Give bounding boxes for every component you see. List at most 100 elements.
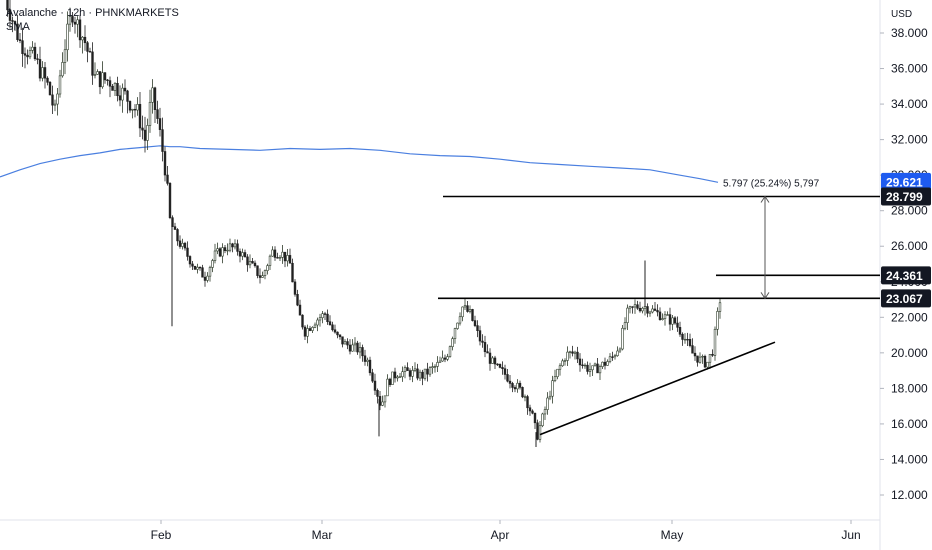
candle-body [278,257,282,259]
price-tag-label: 23.067 [886,292,923,306]
candle-body [361,347,364,357]
candle-body [463,305,467,308]
candle-body [36,58,39,60]
candle-body [566,351,569,361]
candle-body [658,311,662,320]
candle-body [256,265,259,276]
candle-body [443,357,447,360]
candle-body [441,357,444,362]
x-tick-label: May [661,528,684,542]
candle-body [218,248,222,257]
y-tick-label: 32.000 [891,133,928,147]
candle-body [281,251,284,258]
candle-body [173,226,177,230]
candle-body [58,75,62,95]
candle-body [71,16,74,23]
candle-body [576,351,579,360]
candle-body [371,372,374,382]
candle-body [681,333,684,340]
candle-body [486,351,489,354]
candle-body [381,401,384,406]
candle-body [21,40,24,54]
candle-body [303,326,307,337]
candle-body [613,355,617,358]
ascending-trendline [539,341,776,436]
candle-body [536,422,539,440]
candle-body [206,275,209,281]
candle-body [128,101,132,111]
price-tag-box [881,187,931,206]
candle-body [338,334,342,338]
candle-body [468,309,472,312]
candle-body [46,77,49,83]
candle-body [298,304,302,316]
candle-body [568,351,572,353]
candle-body [648,311,652,314]
candle-body [151,87,154,103]
candle-body [308,328,312,331]
candle-body [208,267,212,277]
candle-body [623,322,627,329]
candle-body [386,378,389,397]
symbol-title[interactable]: Avalanche · 12h · PHNKMARKETS [6,7,179,19]
y-tick-label: 18.000 [891,381,928,395]
candle-body [573,351,577,354]
candle-body [271,249,274,257]
candle-body [643,306,647,309]
candle-body [653,308,657,311]
price-tag-box [881,266,931,285]
candle-body [161,129,164,152]
candle-body [306,328,309,337]
candle-body [663,314,667,319]
candle-body [426,368,429,375]
y-tick-label: 22.000 [891,310,928,324]
candle-body [228,243,232,251]
candle-body [356,342,359,353]
candle-body [511,383,514,388]
candle-body [51,94,54,106]
measure-arrow-head-top [760,195,770,203]
candle-body [428,367,432,375]
indicator-label[interactable]: SMA [6,21,30,33]
price-tag: 29.621 [881,172,931,191]
candle-body [131,108,134,111]
candle-body [273,249,277,258]
candle-body [341,336,344,345]
y-tick-label: 28.000 [891,204,928,218]
candle-body [6,0,9,11]
price-tag-label: 24.361 [886,269,923,283]
price-tag-box [881,289,931,308]
candle-body [301,314,304,328]
candle-body [48,81,52,96]
candle-body [331,324,334,331]
candle-body [391,371,394,385]
candle-body [98,71,102,88]
candle-body [466,305,469,312]
candle-body [398,376,402,378]
candle-body [26,54,29,58]
candle-body [146,125,149,141]
candle-body [396,376,399,379]
candle-body [698,356,702,363]
candle-body [651,308,654,313]
candle-body [223,247,227,251]
candle-body [543,409,547,415]
candle-body [136,104,139,111]
candle-body [608,356,612,362]
candle-body [61,62,64,77]
candle-body [113,82,117,91]
candle-body [496,363,499,366]
candle-body [588,369,592,372]
candle-body [556,368,559,378]
candle-body [713,328,717,356]
candle-body [16,23,19,40]
candle-body [548,395,552,399]
candle-body [688,339,692,346]
candle-body [211,260,214,268]
candle-body [201,267,204,278]
candle-body [448,346,452,357]
price-tag: 23.067 [881,289,931,308]
candle-body [401,371,404,378]
candle-body [491,357,494,364]
